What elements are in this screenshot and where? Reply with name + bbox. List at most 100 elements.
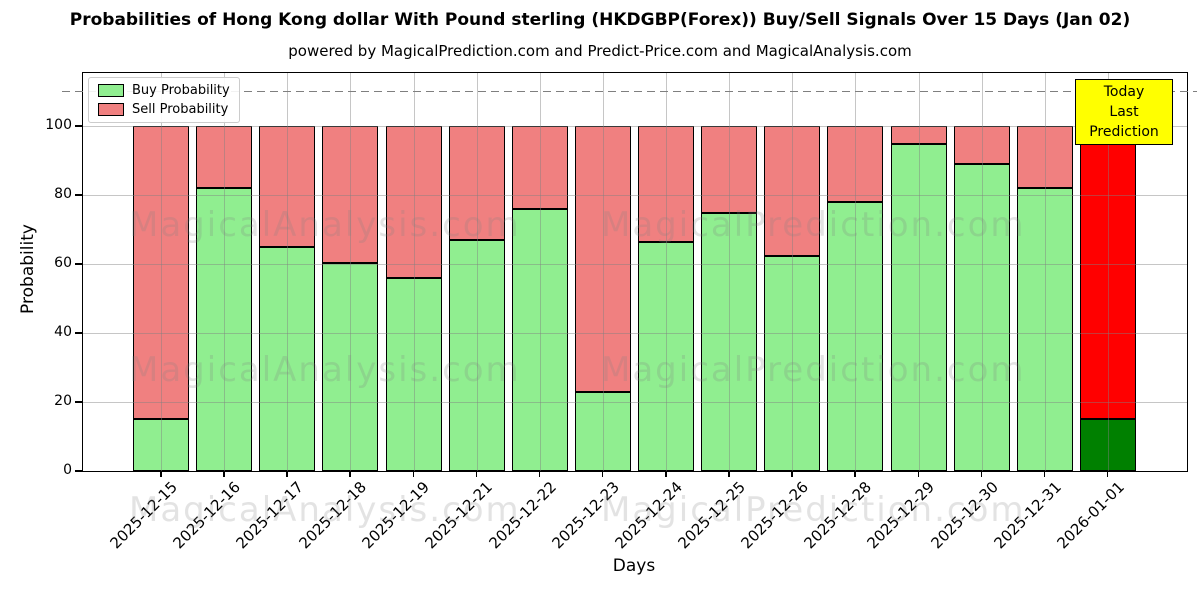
bar-sell-segment (574, 126, 631, 392)
y-tick-label: 0 (63, 462, 72, 478)
today-annotation-line1: Today (1103, 84, 1145, 100)
v-gridline (287, 73, 289, 471)
x-tick-mark (728, 471, 730, 477)
bar-sell-segment (259, 126, 316, 247)
v-gridline (413, 73, 415, 471)
chart-subtitle: powered by MagicalPrediction.com and Pre… (288, 42, 912, 60)
v-gridline (918, 73, 920, 471)
h-gridline (83, 264, 1187, 266)
v-gridline (1107, 73, 1109, 471)
bar-buy-segment (259, 247, 316, 471)
x-tick-mark (791, 471, 793, 477)
bar-buy-segment (448, 240, 505, 471)
bar-sell-segment (638, 126, 695, 242)
v-gridline (729, 73, 731, 471)
y-tick-mark (75, 332, 82, 334)
legend: Buy Probability Sell Probability (88, 77, 240, 123)
bar-sell-segment (953, 126, 1010, 165)
h-gridline (83, 402, 1187, 404)
bar-sell-segment (196, 126, 253, 189)
watermark-text: MagicalAnalysis.com (129, 350, 521, 390)
watermark-text: MagicalPrediction.com (601, 205, 1026, 245)
bar-sell-segment (322, 126, 379, 263)
bar-buy-segment (953, 164, 1010, 471)
y-tick-label: 40 (54, 324, 72, 341)
watermark-text: MagicalAnalysis.com (129, 205, 521, 245)
x-tick-mark (1106, 471, 1109, 477)
bar-buy-segment (385, 278, 442, 471)
bar-buy-segment (574, 391, 631, 471)
bar-buy-segment (196, 188, 253, 471)
watermark-text: MagicalAnalysis.com (129, 490, 521, 530)
y-tick-label: 60 (54, 255, 72, 272)
v-gridline (792, 73, 794, 471)
y-tick-label: 80 (54, 186, 72, 203)
legend-item-sell: Sell Probability (98, 102, 230, 117)
legend-sell-label: Sell Probability (132, 102, 229, 117)
h-gridline (83, 195, 1187, 197)
bar-buy-segment (133, 419, 189, 471)
y-tick-mark (75, 125, 82, 127)
v-gridline (161, 73, 162, 471)
bar-buy-segment (322, 262, 379, 471)
x-axis-label: Days (612, 556, 656, 576)
x-tick-mark (349, 471, 351, 477)
legend-buy-label: Buy Probability (132, 83, 230, 98)
bar-sell-segment (890, 126, 947, 144)
bar-buy-segment (638, 241, 695, 471)
bar-buy-segment (1016, 188, 1073, 471)
bar-buy-segment (827, 202, 884, 471)
x-tick-mark (917, 471, 920, 477)
h-gridline (83, 333, 1187, 335)
y-tick-label: 20 (54, 393, 72, 410)
watermark-text: MagicalPrediction.com (601, 350, 1026, 390)
today-annotation: Today Last Prediction (1075, 79, 1173, 145)
y-tick-mark (75, 263, 82, 265)
bar-buy-segment (890, 143, 947, 471)
y-tick-mark (75, 194, 82, 196)
y-tick-mark (75, 470, 82, 472)
bar-buy-segment (764, 255, 821, 471)
x-tick-mark (412, 471, 415, 477)
bar-sell-segment (701, 126, 758, 213)
x-tick-mark (665, 471, 667, 477)
plot-area: MagicalAnalysis.com MagicalPrediction.com… (82, 72, 1188, 530)
x-tick-mark (286, 471, 288, 477)
v-gridline (476, 73, 478, 471)
bar-sell-segment (511, 126, 568, 210)
buy-swatch-icon (98, 84, 124, 97)
v-gridline (1044, 73, 1046, 471)
bar-sell-segment (1016, 126, 1073, 189)
v-gridline (539, 73, 541, 471)
bar-buy-segment (1079, 419, 1136, 471)
v-gridline (855, 73, 857, 471)
bar-sell-segment (1079, 126, 1136, 420)
v-gridline (666, 73, 668, 471)
watermark-text: MagicalPrediction.com (601, 490, 1026, 530)
v-gridline (224, 73, 226, 471)
bar-sell-segment (764, 126, 821, 256)
today-annotation-line2: Last Prediction (1089, 104, 1159, 140)
x-tick-mark (160, 471, 162, 477)
x-tick-mark (223, 471, 225, 477)
bar-sell-segment (385, 126, 442, 279)
bar-sell-segment (133, 126, 189, 420)
y-tick-mark (75, 401, 82, 403)
x-tick-mark (538, 471, 541, 477)
x-tick-mark (601, 471, 604, 477)
v-gridline (350, 73, 352, 471)
legend-item-buy: Buy Probability (98, 83, 230, 98)
sell-swatch-icon (98, 103, 124, 116)
x-tick-mark (1043, 471, 1046, 477)
y-tick-label: 100 (45, 117, 72, 134)
x-tick-mark (854, 471, 856, 477)
v-gridline (981, 73, 983, 471)
v-gridline (602, 73, 604, 471)
chart-title: Probabilities of Hong Kong dollar With P… (69, 10, 1131, 30)
bar-buy-segment (701, 212, 758, 471)
x-tick-mark (980, 471, 983, 477)
bar-buy-segment (511, 209, 568, 471)
bar-sell-segment (827, 126, 884, 203)
x-tick-label: 2026-01-01 (1053, 478, 1128, 553)
